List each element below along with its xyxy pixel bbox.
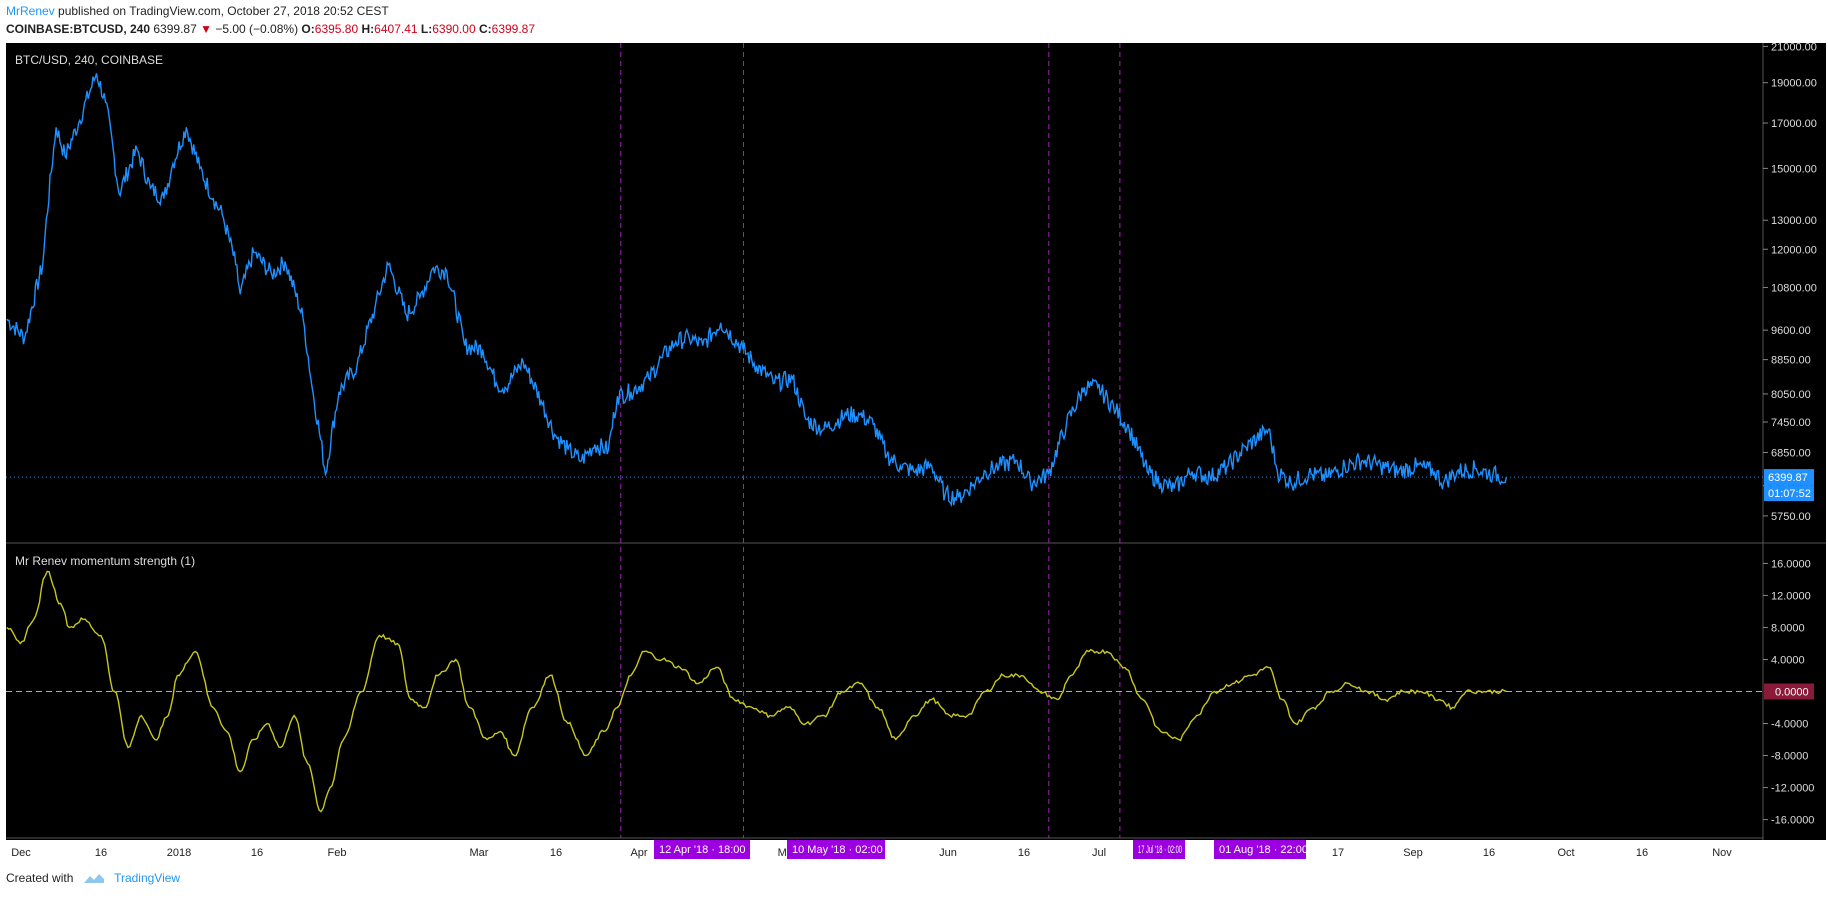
marker-badge-label: 12 Apr '18 · 18:00 xyxy=(659,844,746,856)
footer: Created with TradingView xyxy=(6,871,180,893)
open-value: 6395.80 xyxy=(314,22,359,36)
countdown-badge-label: 01:07:52 xyxy=(1768,488,1811,500)
osc-tick-label: -16.0000 xyxy=(1771,815,1814,827)
author-link[interactable]: MrRenev xyxy=(6,4,55,18)
time-axis-label: 16 xyxy=(550,847,562,859)
time-axis-label: 16 xyxy=(1018,847,1030,859)
price-tick-label: 13000.00 xyxy=(1771,215,1817,227)
zero-badge xyxy=(1764,683,1814,700)
last-price-badge xyxy=(1764,469,1814,486)
price-tick-label: 21000.00 xyxy=(1771,41,1817,53)
time-axis-label: 16 xyxy=(251,847,263,859)
time-axis-label: 16 xyxy=(95,847,107,859)
oscillator-pane-title: Mr Renev momentum strength (1) xyxy=(15,554,195,568)
osc-tick-label: -8.0000 xyxy=(1771,751,1808,763)
last-price: 6399.87 xyxy=(153,22,197,36)
publish-line: MrRenev published on TradingView.com, Oc… xyxy=(6,3,1806,19)
price-tick-label: 12000.00 xyxy=(1771,244,1817,256)
down-arrow-icon: ▼ xyxy=(200,22,212,36)
time-axis-label: 16 xyxy=(1483,847,1495,859)
zero-badge-label: 0.0000 xyxy=(1775,687,1809,699)
close-label: C: xyxy=(478,22,492,36)
time-axis-label: Jul xyxy=(1092,847,1106,859)
tradingview-logo-icon xyxy=(83,874,104,883)
ohlc-line: COINBASE:BTCUSD, 240 6399.87 ▼ −5.00 (−0… xyxy=(6,21,1806,37)
time-axis-label: 2018 xyxy=(167,847,191,859)
time-axis-label: Feb xyxy=(328,847,347,859)
price-tick-label: 10800.00 xyxy=(1771,282,1817,294)
osc-tick-label: 16.0000 xyxy=(1771,558,1811,570)
time-axis-label: Mar xyxy=(470,847,489,859)
time-axis-label: Sep xyxy=(1403,847,1423,859)
publish-header: MrRenev published on TradingView.com, Oc… xyxy=(6,3,1806,37)
oscillator-series-line xyxy=(6,570,1507,813)
time-axis-label: Jun xyxy=(939,847,957,859)
symbol-label: COINBASE:BTCUSD, 240 xyxy=(6,22,151,36)
marker-date-badge: 01 Aug '18 · 22:00 xyxy=(1214,840,1308,859)
price-change: −5.00 (−0.08%) xyxy=(215,22,299,36)
price-tick-label: 5750.00 xyxy=(1771,511,1811,523)
marker-date-badge: 10 May '18 · 02:00 xyxy=(787,840,885,859)
osc-tick-label: 8.0000 xyxy=(1771,622,1805,634)
marker-badge-label: 01 Aug '18 · 22:00 xyxy=(1219,844,1308,856)
price-tick-label: 19000.00 xyxy=(1771,78,1817,90)
last-price-badge-label: 6399.87 xyxy=(1768,472,1808,484)
countdown-badge xyxy=(1764,485,1814,502)
tradingview-link[interactable]: TradingView xyxy=(114,871,181,885)
marker-date-badge: 17 Jul '18 · 02:00 xyxy=(1133,840,1185,859)
marker-badge-label: 17 Jul '18 · 02:00 xyxy=(1138,844,1182,856)
time-axis-label: Nov xyxy=(1712,847,1732,859)
price-tick-label: 6850.00 xyxy=(1771,447,1811,459)
time-axis-label: Apr xyxy=(630,847,647,859)
marker-badge-bg xyxy=(1214,840,1306,859)
price-series-line xyxy=(6,73,1508,508)
osc-tick-label: -12.0000 xyxy=(1771,783,1814,795)
marker-badge-label: 10 May '18 · 02:00 xyxy=(792,844,883,856)
marker-badge-bg xyxy=(787,840,885,859)
price-axis-area xyxy=(1763,43,1826,840)
published-text: published on TradingView.com, October 27… xyxy=(58,4,389,18)
created-with-label: Created with xyxy=(6,871,74,885)
time-axis-label: Oct xyxy=(1557,847,1574,859)
osc-tick-label: 12.0000 xyxy=(1771,590,1811,602)
close-value: 6399.87 xyxy=(491,22,536,36)
open-label: O: xyxy=(301,22,315,36)
price-tick-label: 8850.00 xyxy=(1771,355,1811,367)
osc-tick-label: 4.0000 xyxy=(1771,654,1805,666)
high-label: H: xyxy=(361,22,375,36)
time-axis-label: Dec xyxy=(11,847,31,859)
low-label: L: xyxy=(420,22,433,36)
time-axis-label: 17 xyxy=(1332,847,1344,859)
low-value: 6390.00 xyxy=(432,22,476,36)
price-pane-title: BTC/USD, 240, COINBASE xyxy=(15,53,163,67)
price-tick-label: 8050.00 xyxy=(1771,389,1811,401)
price-tick-label: 7450.00 xyxy=(1771,417,1811,429)
price-tick-label: 9600.00 xyxy=(1771,325,1811,337)
price-tick-label: 17000.00 xyxy=(1771,118,1817,130)
marker-badge-bg xyxy=(1133,840,1185,859)
osc-tick-label: -4.0000 xyxy=(1771,719,1808,731)
marker-badge-bg xyxy=(654,840,750,859)
high-value: 6407.41 xyxy=(374,22,418,36)
price-tick-label: 15000.00 xyxy=(1771,163,1817,175)
time-axis-label: 16 xyxy=(1636,847,1648,859)
marker-date-badge: 12 Apr '18 · 18:00 xyxy=(654,840,750,859)
